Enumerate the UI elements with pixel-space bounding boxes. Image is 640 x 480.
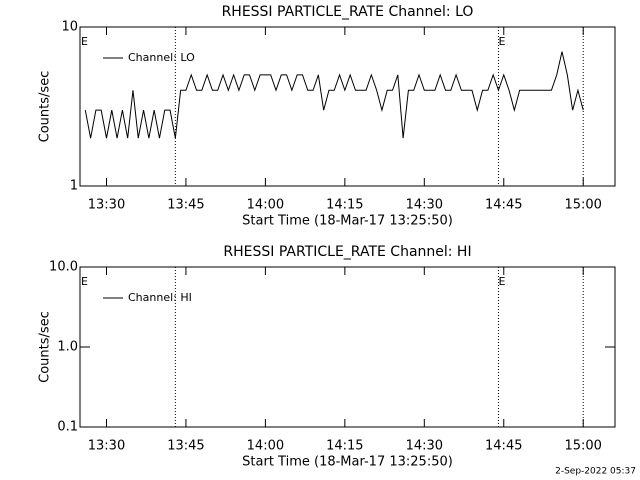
y-tick-label: 10 bbox=[61, 20, 78, 35]
x-axis-label: Start Time (18-Mar-17 13:25:50) bbox=[242, 455, 453, 470]
chart-title: RHESSI PARTICLE_RATE Channel: HI bbox=[223, 244, 471, 260]
x-tick-label: 13:30 bbox=[88, 439, 125, 454]
x-tick-label: 13:45 bbox=[167, 198, 204, 213]
x-tick-label: 14:00 bbox=[247, 198, 284, 213]
annotation: E bbox=[498, 35, 505, 48]
x-tick-label: 13:45 bbox=[167, 439, 204, 454]
plot-frame bbox=[79, 26, 616, 187]
x-tick-label: 14:45 bbox=[485, 439, 522, 454]
x-tick-label: 14:00 bbox=[247, 439, 284, 454]
footer: 2-Sep-2022 05:37 bbox=[555, 467, 636, 477]
y-axis-label: Counts/sec bbox=[38, 71, 53, 143]
x-tick-label: 14:15 bbox=[326, 198, 363, 213]
chart-title: RHESSI PARTICLE_RATE Channel: LO bbox=[222, 4, 474, 20]
x-tick-label: 14:30 bbox=[406, 198, 443, 213]
x-tick-label: 15:00 bbox=[564, 198, 601, 213]
legend-label: Channel: LO bbox=[128, 51, 195, 64]
y-tick-label: 1.0 bbox=[57, 340, 78, 355]
x-tick-label: 14:15 bbox=[326, 439, 363, 454]
x-tick-label: 15:00 bbox=[564, 439, 601, 454]
x-tick-label: 14:30 bbox=[406, 439, 443, 454]
legend-label: Channel: HI bbox=[128, 291, 192, 304]
x-tick-label: 13:30 bbox=[88, 198, 125, 213]
annotation: E bbox=[81, 35, 88, 48]
annotation: E bbox=[498, 275, 505, 288]
x-axis-label: Start Time (18-Mar-17 13:25:50) bbox=[242, 214, 453, 229]
y-tick-label: 10.0 bbox=[49, 260, 78, 275]
x-tick-label: 14:45 bbox=[485, 198, 522, 213]
y-tick-label: 1 bbox=[70, 179, 78, 194]
y-tick-label: 0.1 bbox=[57, 420, 78, 435]
data-line bbox=[84, 51, 584, 139]
y-axis-label: Counts/sec bbox=[38, 311, 53, 383]
annotation: E bbox=[81, 275, 88, 288]
